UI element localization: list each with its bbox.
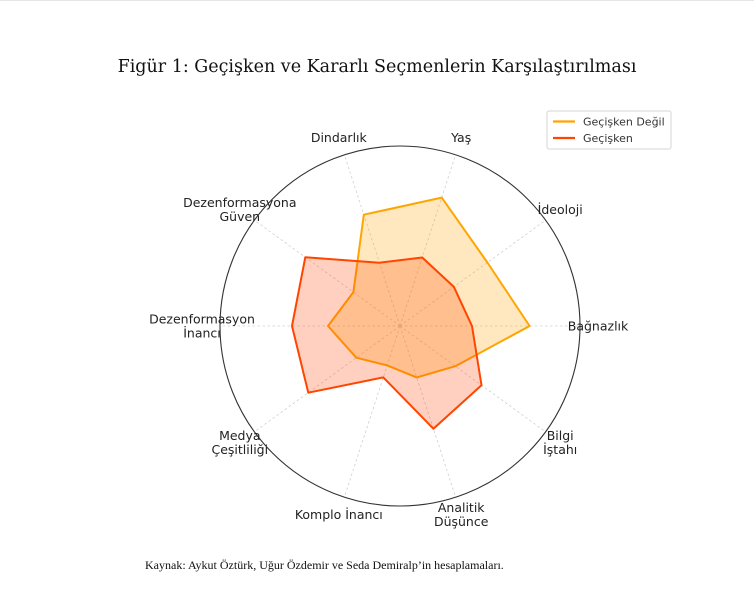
category-label-8: Dezenformasyona Güven: [183, 195, 296, 224]
category-label-0: Yaş: [450, 130, 471, 145]
radar-spoke: [399, 154, 457, 327]
category-label-3: Bilgi İştahı: [543, 428, 577, 457]
radar-spoke: [254, 219, 401, 327]
window-top-border: [0, 0, 754, 1]
figure-title: Figür 1: Geçişken ve Kararlı Seçmenlerin…: [117, 57, 637, 77]
category-label-4: Analitik Düşünce: [434, 500, 489, 529]
category-labels: Yaş İdeoloji Bağnazlık Bilgi İştahı Analitik D…: [149, 130, 629, 529]
radar-grid: [219, 145, 581, 507]
radar-spoke: [399, 325, 546, 433]
chart-legend: Geçişken Değil Geçişken: [546, 110, 672, 150]
radar-spoke: [343, 325, 401, 498]
radar-spoke: [399, 219, 546, 327]
category-label-7: Dezenformasyon İnancı: [149, 312, 255, 341]
legend-label-1: Geçişken: [583, 132, 633, 145]
legend-box: [546, 110, 672, 150]
category-label-1: İdeoloji: [538, 202, 583, 217]
category-label-6: Medya Çeşitliliği: [211, 428, 268, 457]
category-label-9: Dindarlık: [311, 130, 368, 145]
radar-outer-ring: [219, 145, 581, 507]
series-area-0: [328, 197, 530, 378]
category-label-5: Komplo İnancı: [295, 507, 383, 522]
figure-source-note: Kaynak: Aykut Öztürk, Uğur Özdemir ve Se…: [145, 558, 504, 572]
radar-series: [291, 196, 531, 430]
radar-spoke: [254, 325, 401, 433]
legend-label-0: Geçişken Değil: [583, 116, 665, 129]
category-label-2: Bağnazlık: [568, 319, 629, 334]
radar-spoke: [399, 325, 457, 498]
radar-spoke: [343, 154, 401, 327]
